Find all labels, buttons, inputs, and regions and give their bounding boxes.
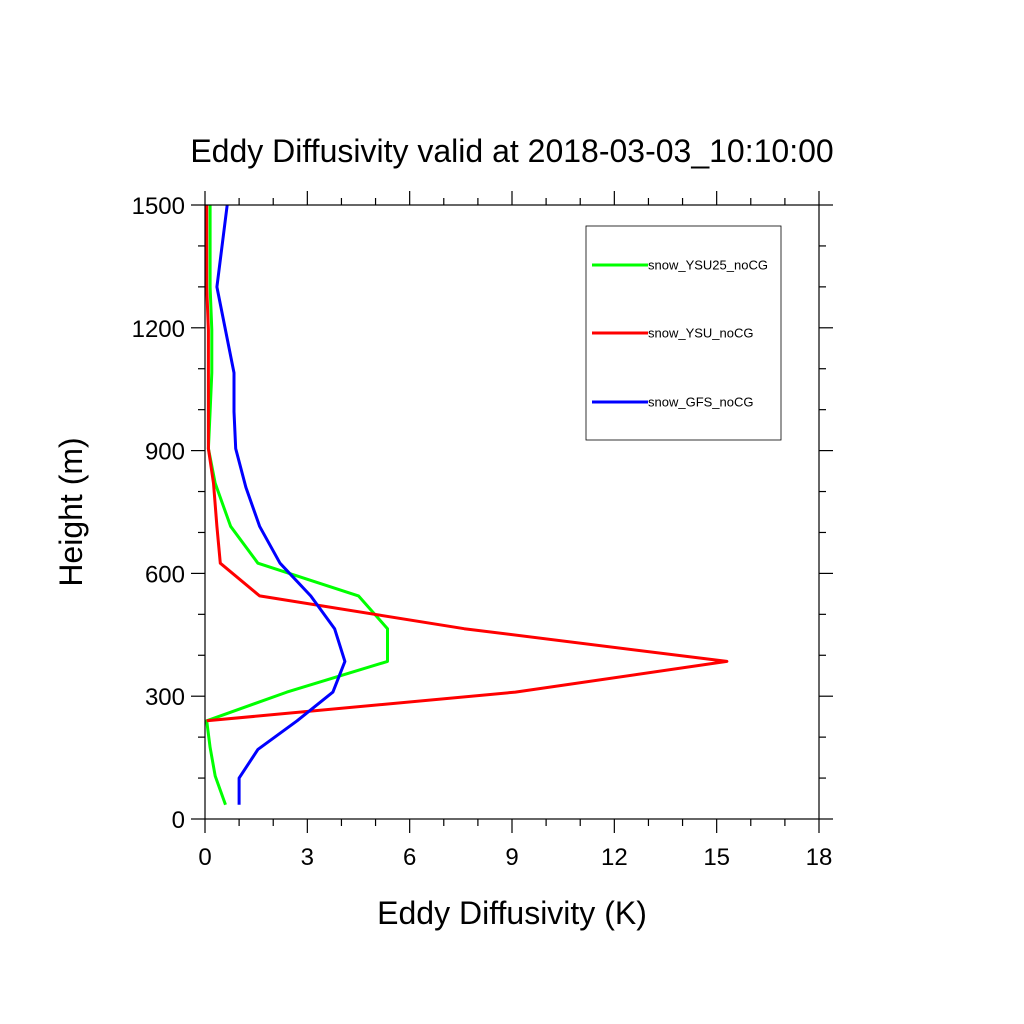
x-axis-title: Eddy Diffusivity (K)	[377, 895, 647, 931]
x-tick-label: 3	[301, 844, 314, 871]
axis-tick-labels: 0 3 6 9 12 15 18 0 300 600 900 1200 1500	[132, 193, 833, 871]
x-tick-label: 18	[806, 844, 833, 871]
x-tick-label: 0	[198, 844, 211, 871]
legend: snow_YSU25_noCG snow_YSU_noCG snow_GFS_noC…	[585, 225, 782, 441]
series-line-2	[205, 205, 729, 723]
x-tick-label: 9	[505, 844, 518, 871]
x-tick-label: 12	[601, 844, 628, 871]
series-line-1	[205, 205, 389, 806]
y-tick-label: 1200	[132, 316, 185, 343]
y-tick-label: 600	[145, 561, 185, 588]
y-tick-label: 1500	[132, 193, 185, 220]
y-tick-label: 900	[145, 439, 185, 466]
series-line-3	[215, 204, 347, 805]
y-tick-label: 0	[172, 807, 185, 834]
legend-label-1: snow_YSU25_noCG	[648, 258, 768, 273]
x-tick-label: 6	[403, 844, 416, 871]
x-tick-label: 15	[703, 844, 730, 871]
legend-label-3: snow_GFS_noCG	[648, 395, 754, 410]
axis-ticks	[191, 191, 833, 833]
legend-label-2: snow_YSU_noCG	[648, 326, 754, 341]
chart-title: Eddy Diffusivity valid at 2018-03-03_10:…	[190, 133, 833, 169]
y-axis-title: Height (m)	[53, 437, 89, 586]
y-tick-label: 300	[145, 684, 185, 711]
plot-lines	[205, 204, 729, 806]
